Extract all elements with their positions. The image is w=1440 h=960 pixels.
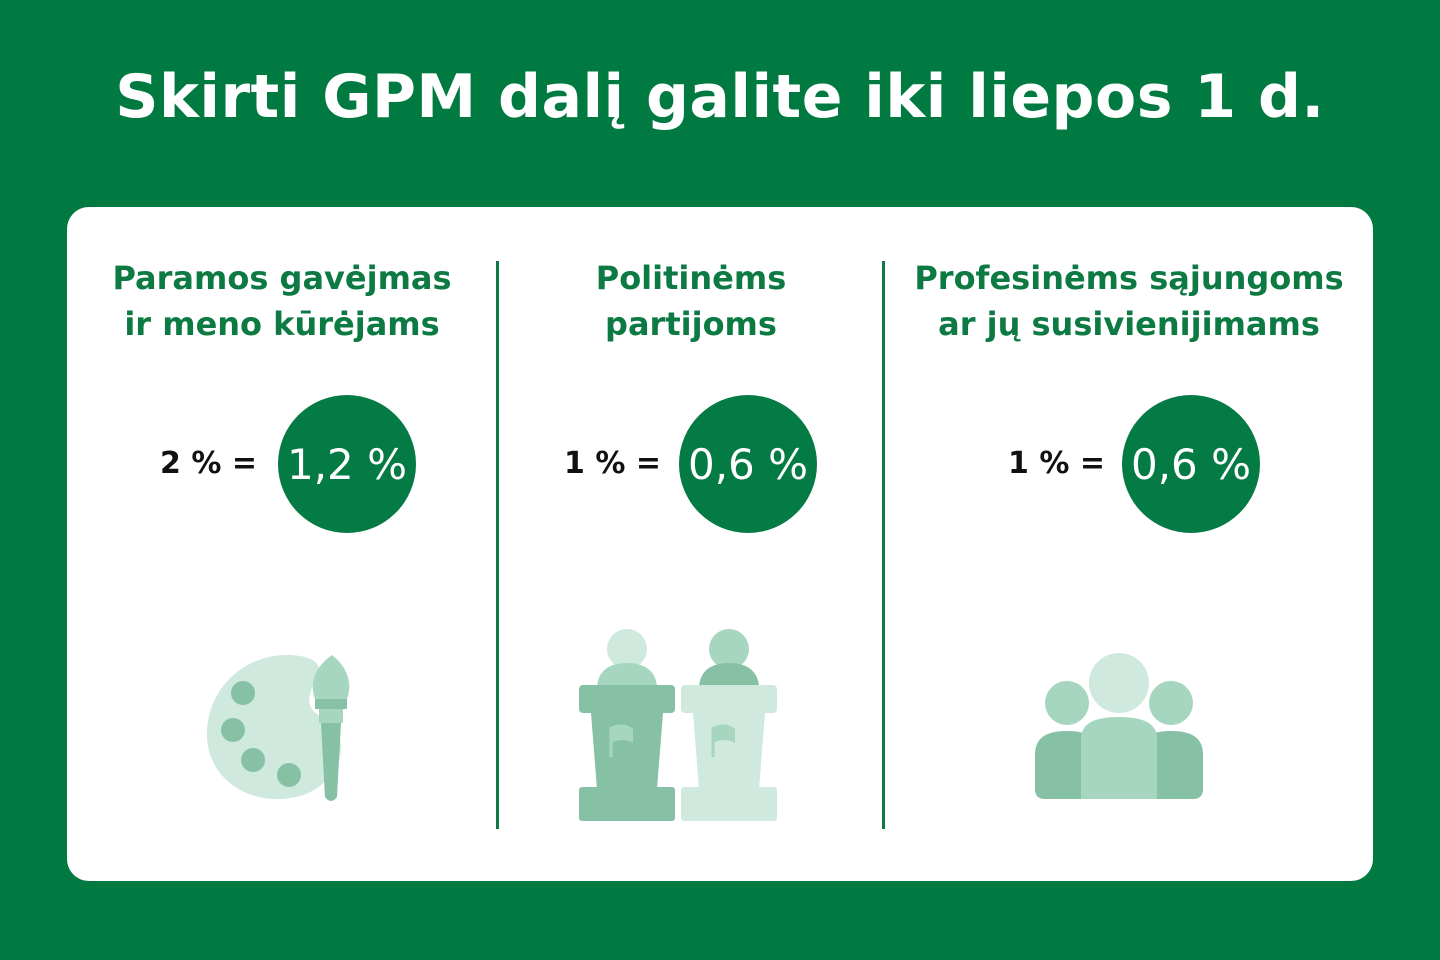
rate-value: 0,6 % — [687, 439, 809, 489]
page-title: Skirti GPM dalį galite iki liepos 1 d. — [115, 62, 1325, 132]
column-heading-line2: ir meno kūrėjams — [124, 305, 440, 343]
group-people-icon — [1035, 653, 1203, 799]
rate-value: 0,6 % — [1130, 439, 1252, 489]
column-heading: Profesinėms sąjungoms ar jų susivienijim… — [885, 255, 1373, 347]
column-heading: Politinėms partijoms — [499, 255, 883, 347]
column-divider — [882, 261, 885, 829]
column-donation-recipients: Paramos gavėjmas ir meno kūrėjams 2 % = … — [67, 207, 497, 881]
rate-circle: 0,6 % — [1122, 395, 1260, 533]
palette-brush-icon — [207, 655, 350, 801]
column-heading-line2: partijoms — [605, 305, 777, 343]
column-trade-unions: Profesinėms sąjungoms ar jų susivienijim… — [885, 207, 1373, 881]
rate-circle: 1,2 % — [278, 395, 416, 533]
column-divider — [496, 261, 499, 829]
rate-value: 1,2 % — [286, 439, 408, 489]
column-heading: Paramos gavėjmas ir meno kūrėjams — [67, 255, 497, 347]
info-card: Paramos gavėjmas ir meno kūrėjams 2 % = … — [67, 207, 1373, 881]
column-heading-line1: Profesinėms sąjungoms — [914, 259, 1344, 297]
column-heading-line1: Politinėms — [595, 259, 787, 297]
column-heading-line1: Paramos gavėjmas — [112, 259, 452, 297]
equation-label: 2 % = — [160, 446, 257, 481]
podium-speakers-icon — [579, 629, 777, 821]
rate-circle: 0,6 % — [679, 395, 817, 533]
column-heading-line2: ar jų susivienijimams — [938, 305, 1320, 343]
column-political-parties: Politinėms partijoms 1 % = 0,6 % — [499, 207, 883, 881]
equation-label: 1 % = — [564, 446, 661, 481]
equation-label: 1 % = — [1008, 446, 1105, 481]
